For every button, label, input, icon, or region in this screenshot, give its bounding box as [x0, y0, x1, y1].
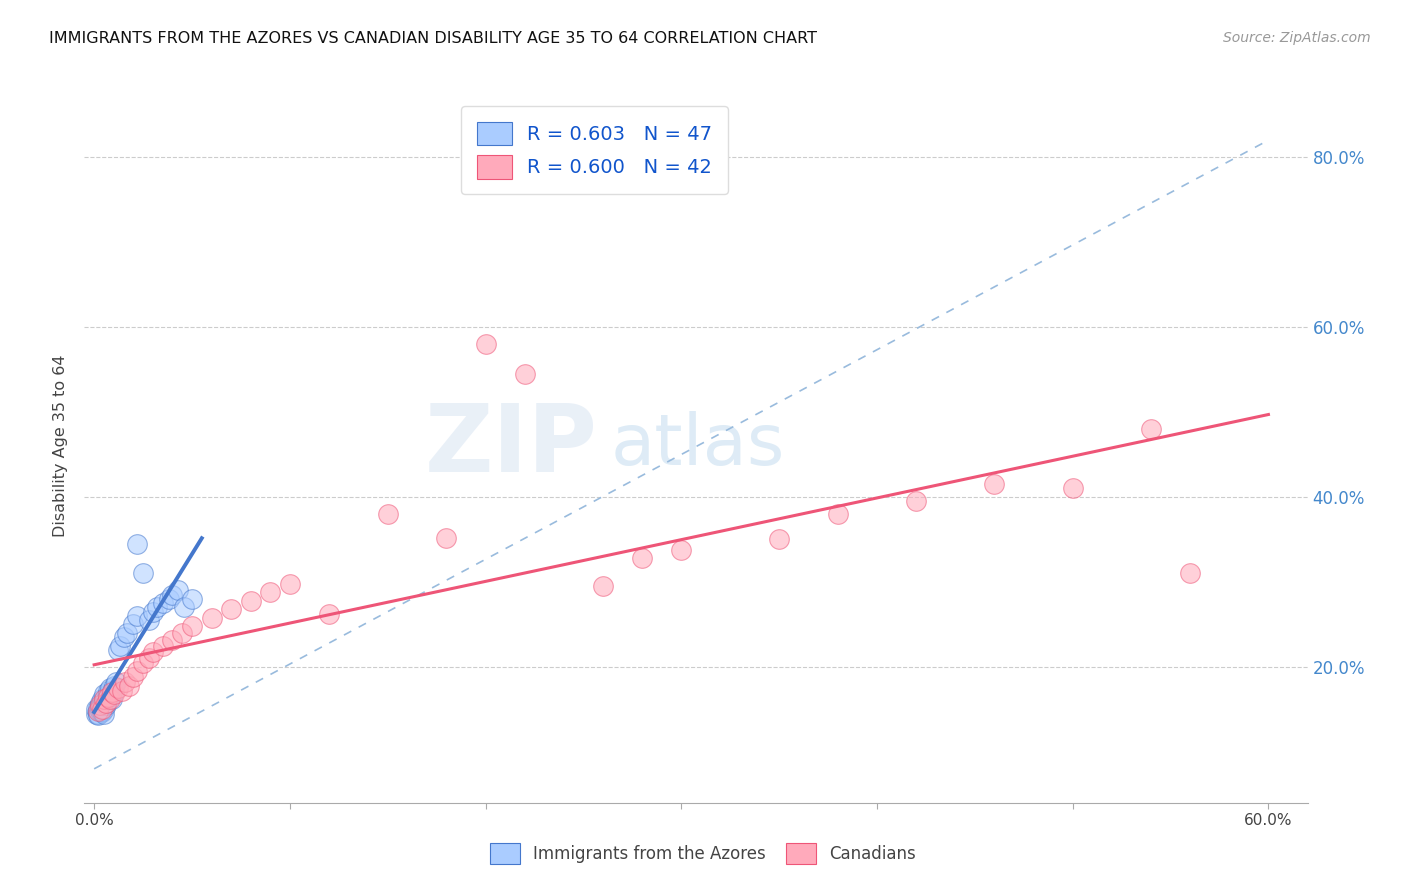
- Point: [436, 531, 458, 545]
- Point: [93, 687, 115, 701]
- Point: [167, 583, 190, 598]
- Point: [278, 576, 301, 591]
- Point: [173, 600, 195, 615]
- Point: [983, 477, 1005, 491]
- Point: [87, 700, 110, 714]
- Point: [239, 593, 262, 607]
- Point: [200, 610, 222, 624]
- Point: [93, 706, 115, 721]
- Point: [181, 591, 204, 606]
- Point: [138, 651, 160, 665]
- Point: [97, 683, 120, 698]
- Point: [93, 692, 115, 706]
- Point: [91, 702, 114, 716]
- Point: [89, 698, 111, 712]
- Point: [93, 702, 115, 716]
- Point: [89, 697, 111, 711]
- Point: [87, 704, 110, 718]
- Point: [631, 551, 654, 566]
- Point: [93, 692, 115, 706]
- Point: [127, 664, 149, 678]
- Point: [219, 602, 242, 616]
- Point: [97, 691, 120, 706]
- Text: IMMIGRANTS FROM THE AZORES VS CANADIAN DISABILITY AGE 35 TO 64 CORRELATION CHART: IMMIGRANTS FROM THE AZORES VS CANADIAN D…: [49, 31, 817, 46]
- Point: [112, 630, 135, 644]
- Point: [127, 537, 149, 551]
- Point: [142, 605, 165, 619]
- Text: atlas: atlas: [610, 411, 785, 481]
- Point: [162, 588, 184, 602]
- Point: [91, 698, 114, 712]
- Point: [103, 679, 125, 693]
- Point: [122, 617, 145, 632]
- Point: [132, 566, 155, 581]
- Point: [87, 704, 110, 718]
- Point: [107, 643, 129, 657]
- Point: [671, 542, 693, 557]
- Point: [1062, 482, 1084, 496]
- Point: [94, 698, 117, 712]
- Point: [905, 494, 928, 508]
- Point: [318, 607, 340, 622]
- Point: [157, 591, 180, 606]
- Point: [91, 692, 114, 706]
- Point: [97, 690, 120, 704]
- Point: [100, 692, 122, 706]
- Point: [118, 679, 141, 693]
- Point: [110, 683, 132, 698]
- Point: [91, 705, 114, 719]
- Point: [104, 675, 127, 690]
- Point: [152, 596, 174, 610]
- Point: [108, 639, 131, 653]
- Point: [98, 692, 121, 706]
- Point: [98, 690, 121, 704]
- Point: [127, 608, 149, 623]
- Point: [89, 704, 111, 718]
- Point: [100, 685, 122, 699]
- Point: [259, 585, 281, 599]
- Point: [103, 685, 125, 699]
- Point: [1178, 566, 1201, 581]
- Point: [89, 699, 111, 714]
- Point: [97, 687, 120, 701]
- Point: [117, 626, 139, 640]
- Point: [1140, 422, 1163, 436]
- Point: [377, 507, 399, 521]
- Point: [103, 687, 125, 701]
- Point: [138, 613, 160, 627]
- Point: [162, 632, 184, 647]
- Point: [94, 696, 117, 710]
- Point: [114, 675, 136, 690]
- Point: [152, 639, 174, 653]
- Point: [592, 579, 614, 593]
- Point: [91, 704, 114, 718]
- Point: [132, 656, 155, 670]
- Point: [94, 692, 117, 706]
- Point: [94, 696, 117, 710]
- Point: [87, 706, 110, 721]
- Point: [768, 533, 790, 547]
- Legend: Immigrants from the Azores, Canadians: Immigrants from the Azores, Canadians: [484, 837, 922, 871]
- Y-axis label: Disability Age 35 to 64: Disability Age 35 to 64: [53, 355, 69, 537]
- Point: [181, 619, 204, 633]
- Point: [98, 681, 121, 695]
- Point: [142, 644, 165, 658]
- Point: [107, 681, 129, 695]
- Point: [827, 507, 849, 521]
- Point: [172, 626, 194, 640]
- Point: [87, 708, 110, 723]
- Point: [122, 670, 145, 684]
- Point: [146, 600, 169, 615]
- Point: [84, 702, 107, 716]
- Point: [89, 702, 111, 716]
- Text: Source: ZipAtlas.com: Source: ZipAtlas.com: [1223, 31, 1371, 45]
- Point: [513, 367, 536, 381]
- Point: [474, 337, 496, 351]
- Legend: R = 0.603   N = 47, R = 0.600   N = 42: R = 0.603 N = 47, R = 0.600 N = 42: [461, 106, 728, 194]
- Text: ZIP: ZIP: [425, 400, 598, 492]
- Point: [100, 683, 122, 698]
- Point: [84, 706, 107, 721]
